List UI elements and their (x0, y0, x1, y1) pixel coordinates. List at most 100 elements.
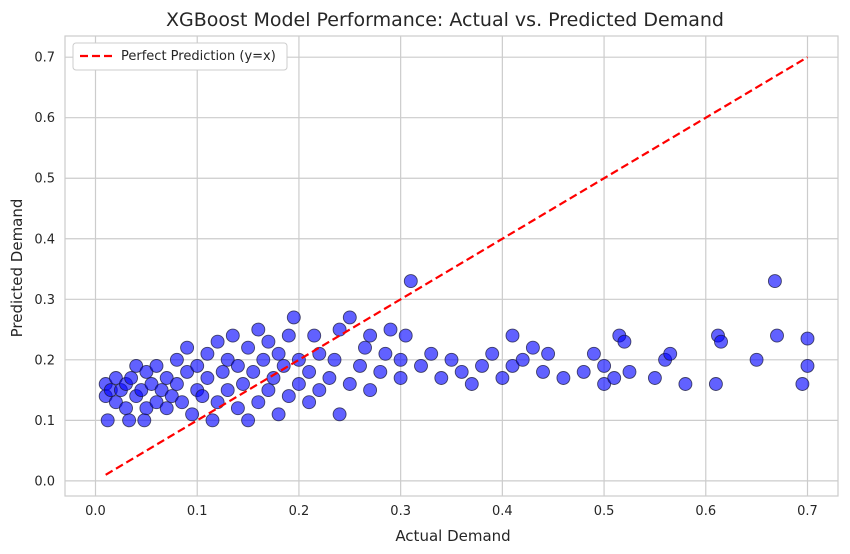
data-point (220, 383, 235, 398)
data-point (205, 413, 220, 428)
data-point (281, 389, 296, 404)
data-point (149, 358, 164, 373)
legend-label: Perfect Prediction (y=x) (121, 49, 276, 64)
data-point (586, 346, 601, 361)
data-point (434, 371, 449, 385)
data-point (230, 401, 245, 416)
data-point (210, 334, 225, 349)
data-point (215, 364, 230, 379)
data-point (495, 371, 510, 385)
data-point (414, 358, 428, 373)
y-tick-label: 0.7 (34, 51, 55, 66)
data-point (230, 358, 245, 373)
tick-labels: 0.0 0.1 0.2 0.3 0.4 0.5 0.6 0.7 0.0 0.1 0.2 0.3 0.4 0… (34, 51, 818, 519)
y-tick-label: 0.1 (34, 414, 55, 429)
data-point (485, 346, 500, 361)
data-point (622, 364, 637, 379)
data-point (144, 377, 159, 391)
data-point (266, 371, 281, 385)
data-point (800, 358, 815, 373)
data-point (261, 383, 276, 398)
y-tick-label: 0.3 (34, 293, 55, 308)
data-point (291, 377, 306, 391)
chart-title: XGBoost Model Performance: Actual vs. Pr… (166, 9, 724, 31)
data-point (220, 352, 235, 367)
data-point (108, 395, 123, 410)
data-point (342, 377, 357, 391)
data-point (122, 413, 137, 428)
data-point (159, 401, 174, 416)
data-point (149, 395, 164, 410)
data-point (322, 371, 337, 385)
data-point (393, 352, 408, 367)
data-point (291, 352, 306, 367)
scatter-points (98, 274, 815, 428)
data-point (139, 401, 154, 416)
data-point (800, 331, 815, 346)
data-point (286, 310, 301, 325)
data-point (241, 413, 256, 428)
legend-box (72, 42, 288, 71)
data-point (444, 352, 459, 367)
data-point (124, 371, 139, 385)
data-point (312, 383, 327, 398)
data-point (180, 364, 195, 379)
data-point (373, 364, 388, 379)
legend: Perfect Prediction (y=x) (72, 42, 288, 71)
y-tick-label: 0.2 (34, 353, 55, 368)
data-point (281, 328, 296, 343)
data-point (363, 383, 378, 398)
data-point (353, 358, 367, 373)
x-tick-label: 0.0 (85, 504, 106, 519)
data-point (236, 377, 250, 391)
data-point (332, 407, 347, 422)
plot-frame (64, 35, 839, 497)
data-point (647, 371, 662, 385)
data-point (708, 377, 723, 391)
data-point (302, 364, 317, 379)
data-point (475, 358, 489, 373)
data-point (536, 364, 550, 379)
data-point (607, 371, 622, 385)
data-point (256, 352, 271, 367)
data-point (663, 346, 678, 361)
data-point (180, 340, 195, 355)
y-tick-label: 0.5 (34, 172, 55, 187)
data-point (108, 371, 123, 385)
data-point (137, 413, 152, 428)
x-tick-label: 0.6 (695, 504, 716, 519)
x-tick-label: 0.4 (492, 504, 513, 519)
perfect-prediction-line (105, 56, 809, 476)
data-point (770, 328, 784, 343)
data-point (597, 358, 612, 373)
data-point (195, 389, 210, 404)
data-point (190, 358, 205, 373)
data-point (576, 364, 591, 379)
data-point (225, 328, 240, 343)
data-point (342, 310, 357, 325)
data-point (185, 407, 200, 422)
data-point (175, 395, 189, 410)
data-point (795, 377, 810, 391)
data-point (398, 328, 413, 343)
data-point (200, 371, 215, 385)
x-tick-label: 0.3 (390, 504, 411, 519)
data-point (200, 346, 215, 361)
data-point (251, 322, 266, 337)
data-point (378, 346, 393, 361)
data-point (556, 371, 571, 385)
data-point (678, 377, 693, 391)
x-tick-label: 0.5 (594, 504, 615, 519)
data-point (159, 371, 174, 385)
data-point (246, 364, 261, 379)
data-point (134, 383, 149, 398)
x-tick-label: 0.7 (797, 504, 818, 519)
data-point (424, 346, 439, 361)
grid-lines (65, 36, 838, 496)
data-point (714, 334, 728, 349)
x-tick-label: 0.2 (289, 504, 310, 519)
data-point (363, 328, 378, 343)
data-point (403, 274, 418, 289)
data-point (383, 322, 398, 337)
